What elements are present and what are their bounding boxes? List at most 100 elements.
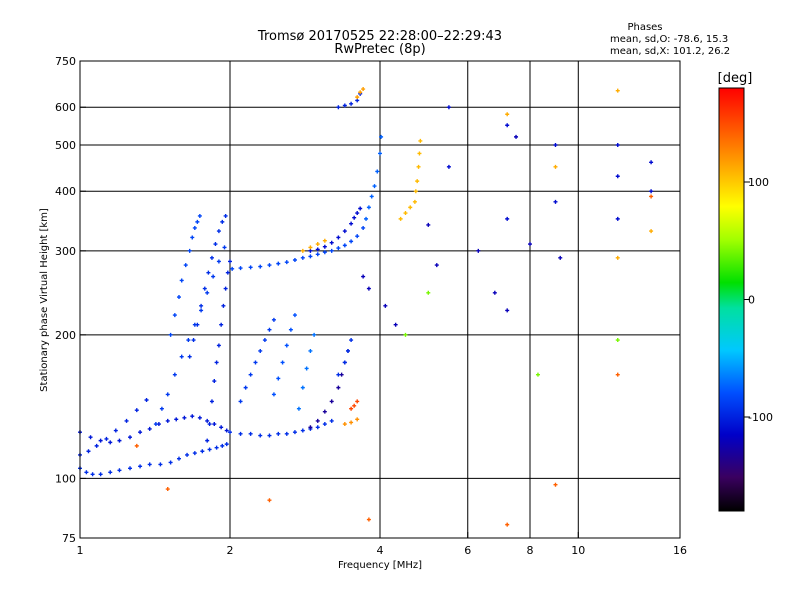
data-point xyxy=(179,278,184,283)
data-point xyxy=(308,348,313,353)
data-point xyxy=(418,138,423,143)
data-point xyxy=(336,105,341,110)
data-point xyxy=(322,238,327,243)
data-point xyxy=(300,428,305,433)
data-point xyxy=(553,199,558,204)
colorbar-tick-label: 100 xyxy=(748,176,769,189)
data-point xyxy=(403,211,408,216)
data-point xyxy=(190,414,195,419)
data-point xyxy=(94,443,99,448)
data-point xyxy=(205,438,210,443)
data-point xyxy=(202,286,207,291)
data-point xyxy=(379,134,384,139)
data-point xyxy=(505,112,510,117)
y-tick-label: 200 xyxy=(55,329,76,342)
data-point xyxy=(267,327,272,332)
data-point xyxy=(349,239,354,244)
data-point xyxy=(258,433,263,438)
data-point xyxy=(284,260,289,265)
data-point xyxy=(88,435,93,440)
data-point xyxy=(342,422,347,427)
data-point xyxy=(315,247,320,252)
data-point xyxy=(364,216,369,221)
data-point xyxy=(383,303,388,308)
data-point xyxy=(476,248,481,253)
data-point xyxy=(358,90,363,95)
data-point xyxy=(209,255,214,260)
x-tick-label: 1 xyxy=(77,544,84,557)
chart-subtitle: RwPretec (8p) xyxy=(334,42,425,57)
data-point xyxy=(300,255,305,260)
colorbar xyxy=(718,87,745,512)
data-point xyxy=(366,517,371,522)
data-point xyxy=(183,263,188,268)
stats-heading: Phases xyxy=(627,22,662,33)
data-points xyxy=(78,87,654,527)
data-point xyxy=(223,213,228,218)
data-point xyxy=(649,194,654,199)
data-point xyxy=(104,436,109,441)
data-point xyxy=(649,160,654,165)
data-point xyxy=(615,174,620,179)
data-point xyxy=(228,259,232,264)
data-point xyxy=(649,189,654,194)
data-point xyxy=(243,385,248,390)
x-axis-ticks: 1 2 4 6 8 10 16 xyxy=(77,532,687,557)
data-point xyxy=(369,194,374,199)
data-point xyxy=(329,248,334,253)
data-point xyxy=(258,348,263,353)
data-point xyxy=(329,399,334,404)
data-point xyxy=(300,385,305,390)
y-tick-label: 100 xyxy=(55,472,76,485)
data-point xyxy=(199,303,204,308)
data-point xyxy=(165,418,170,423)
data-point xyxy=(315,242,320,247)
data-point xyxy=(192,225,197,230)
y-tick-label: 750 xyxy=(55,55,76,68)
data-point xyxy=(553,142,558,147)
data-point xyxy=(192,451,197,456)
data-point xyxy=(195,219,200,224)
data-point xyxy=(222,245,227,250)
data-point xyxy=(238,266,243,271)
data-point xyxy=(398,216,403,221)
data-point xyxy=(505,123,510,128)
data-point xyxy=(221,303,226,308)
data-point xyxy=(355,234,360,239)
data-point xyxy=(413,189,418,194)
data-point xyxy=(176,456,181,461)
data-point xyxy=(216,229,221,234)
data-point xyxy=(213,242,218,247)
data-point xyxy=(446,105,451,110)
data-point xyxy=(113,428,118,433)
data-point xyxy=(296,406,301,411)
data-point xyxy=(284,343,289,348)
data-point xyxy=(108,470,113,475)
data-point xyxy=(158,462,163,467)
colorbar-label: [deg] xyxy=(718,71,753,86)
data-point xyxy=(86,449,91,454)
data-point xyxy=(292,313,297,318)
data-point xyxy=(216,259,221,264)
data-point xyxy=(172,372,177,377)
x-tick-label: 6 xyxy=(464,544,471,557)
data-point xyxy=(276,376,281,381)
data-point xyxy=(280,360,285,365)
data-point xyxy=(214,445,219,450)
data-point xyxy=(182,415,187,420)
data-point xyxy=(615,338,620,343)
y-tick-label: 600 xyxy=(55,101,76,114)
data-point xyxy=(98,472,103,477)
data-point xyxy=(187,354,192,359)
data-point xyxy=(253,360,258,365)
data-point xyxy=(535,372,540,377)
data-point xyxy=(308,254,313,259)
data-point xyxy=(108,440,113,445)
data-point xyxy=(505,522,510,527)
data-point xyxy=(207,422,212,427)
data-point xyxy=(336,385,341,390)
data-point xyxy=(128,466,133,471)
data-point xyxy=(342,103,347,108)
data-point xyxy=(329,240,334,245)
